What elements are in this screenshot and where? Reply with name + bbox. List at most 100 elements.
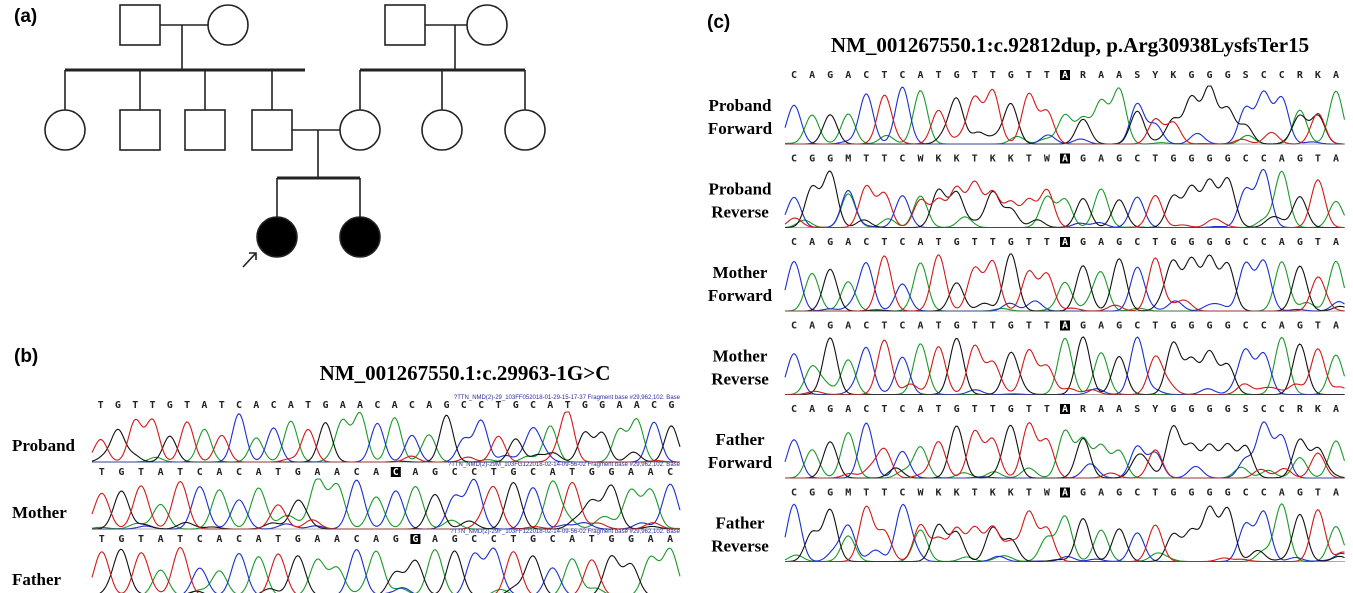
base-call: A: [392, 400, 398, 411]
base-call: T: [1315, 237, 1321, 248]
base-call: G: [322, 400, 328, 411]
base-call: C: [863, 404, 869, 415]
base-call: T: [1315, 154, 1321, 165]
base-call: C: [1261, 70, 1267, 81]
panel-label: (b): [14, 346, 38, 367]
base-call: C: [863, 70, 869, 81]
base-call: A: [1333, 404, 1339, 415]
base-call: A: [1279, 321, 1285, 332]
base-call: G: [1225, 404, 1231, 415]
base-call: A: [1098, 237, 1104, 248]
base-call: G: [827, 321, 833, 332]
base-call: S: [1243, 404, 1249, 415]
base-call: K: [990, 488, 996, 499]
base-call: A: [1279, 154, 1285, 165]
base-call: G: [1170, 237, 1176, 248]
base-call: T: [138, 534, 144, 545]
base-call: T: [990, 321, 996, 332]
base-call: M: [845, 488, 851, 499]
base-call: T: [510, 534, 516, 545]
base-call: G: [1170, 154, 1176, 165]
base-call: G: [628, 534, 634, 545]
base-call: T: [936, 70, 942, 81]
base-call: T: [1152, 321, 1158, 332]
base-call: G: [1080, 154, 1086, 165]
base-call: G: [1225, 237, 1231, 248]
base-call: C: [1243, 321, 1249, 332]
trace: [92, 479, 680, 529]
base-call: A: [917, 404, 923, 415]
base-call: G: [1116, 488, 1122, 499]
trace: [785, 87, 1345, 144]
base-call: T: [1044, 70, 1050, 81]
base-call: G: [827, 70, 833, 81]
base-call: K: [954, 488, 960, 499]
base-call: A: [334, 534, 340, 545]
base-call: G: [954, 321, 960, 332]
base-call: A: [1333, 321, 1339, 332]
base-call: C: [1243, 488, 1249, 499]
base-call: G: [118, 467, 124, 478]
trace: [785, 338, 1345, 395]
trace: [92, 479, 680, 529]
base-call: T: [972, 70, 978, 81]
base-call: G: [827, 404, 833, 415]
base-call: G: [1207, 154, 1213, 165]
base-call: G: [1188, 321, 1194, 332]
base-call: A: [1062, 154, 1068, 165]
base-call: T: [881, 488, 887, 499]
trace: [92, 482, 680, 530]
base-call: A: [373, 534, 379, 545]
base-call: T: [1026, 404, 1032, 415]
base-call: C: [1134, 237, 1140, 248]
base-call: S: [1134, 70, 1140, 81]
base-call: T: [1026, 237, 1032, 248]
base-call: T: [972, 488, 978, 499]
base-call: G: [1225, 488, 1231, 499]
base-call: A: [1279, 237, 1285, 248]
base-call: A: [917, 237, 923, 248]
base-call: G: [1188, 237, 1194, 248]
base-call: A: [314, 534, 320, 545]
base-call: A: [158, 467, 164, 478]
base-call: C: [478, 400, 484, 411]
page: (a) (b) NM_001267550.1:c.: [0, 0, 1353, 593]
row-label: Forward: [708, 453, 773, 472]
base-call: M: [845, 154, 851, 165]
base-call: T: [1026, 488, 1032, 499]
base-call: T: [589, 534, 595, 545]
base-call: R: [1080, 404, 1087, 415]
base-call: R: [1297, 70, 1304, 81]
row-label: Father: [715, 514, 765, 533]
base-call: C: [667, 467, 673, 478]
base-call: T: [881, 154, 887, 165]
trace-header: ?TTN_NMD(2)-29F_103FF122018-02-14-09-56-…: [450, 529, 680, 535]
base-call: C: [197, 534, 203, 545]
base-call: G: [1080, 321, 1086, 332]
base-call: G: [412, 534, 418, 545]
base-call: A: [809, 70, 815, 81]
base-call: T: [936, 404, 942, 415]
base-call: G: [1116, 237, 1122, 248]
base-call: T: [1026, 154, 1032, 165]
base-call: A: [845, 70, 851, 81]
trace: [785, 430, 1345, 478]
base-call: T: [936, 237, 942, 248]
trace: [785, 340, 1345, 394]
base-call: A: [845, 404, 851, 415]
base-call: A: [373, 467, 379, 478]
base-call: G: [510, 467, 516, 478]
base-call: G: [608, 534, 614, 545]
base-call: C: [236, 534, 242, 545]
base-call: G: [809, 154, 815, 165]
base-call: T: [863, 154, 869, 165]
trace: [92, 483, 680, 530]
base-call: G: [954, 404, 960, 415]
base-call: Y: [1152, 404, 1158, 415]
base-call: T: [972, 404, 978, 415]
base-call: G: [1207, 321, 1213, 332]
base-call: A: [426, 400, 432, 411]
trace: [785, 337, 1345, 394]
base-call: W: [1044, 154, 1051, 165]
base-call: G: [1008, 237, 1014, 248]
